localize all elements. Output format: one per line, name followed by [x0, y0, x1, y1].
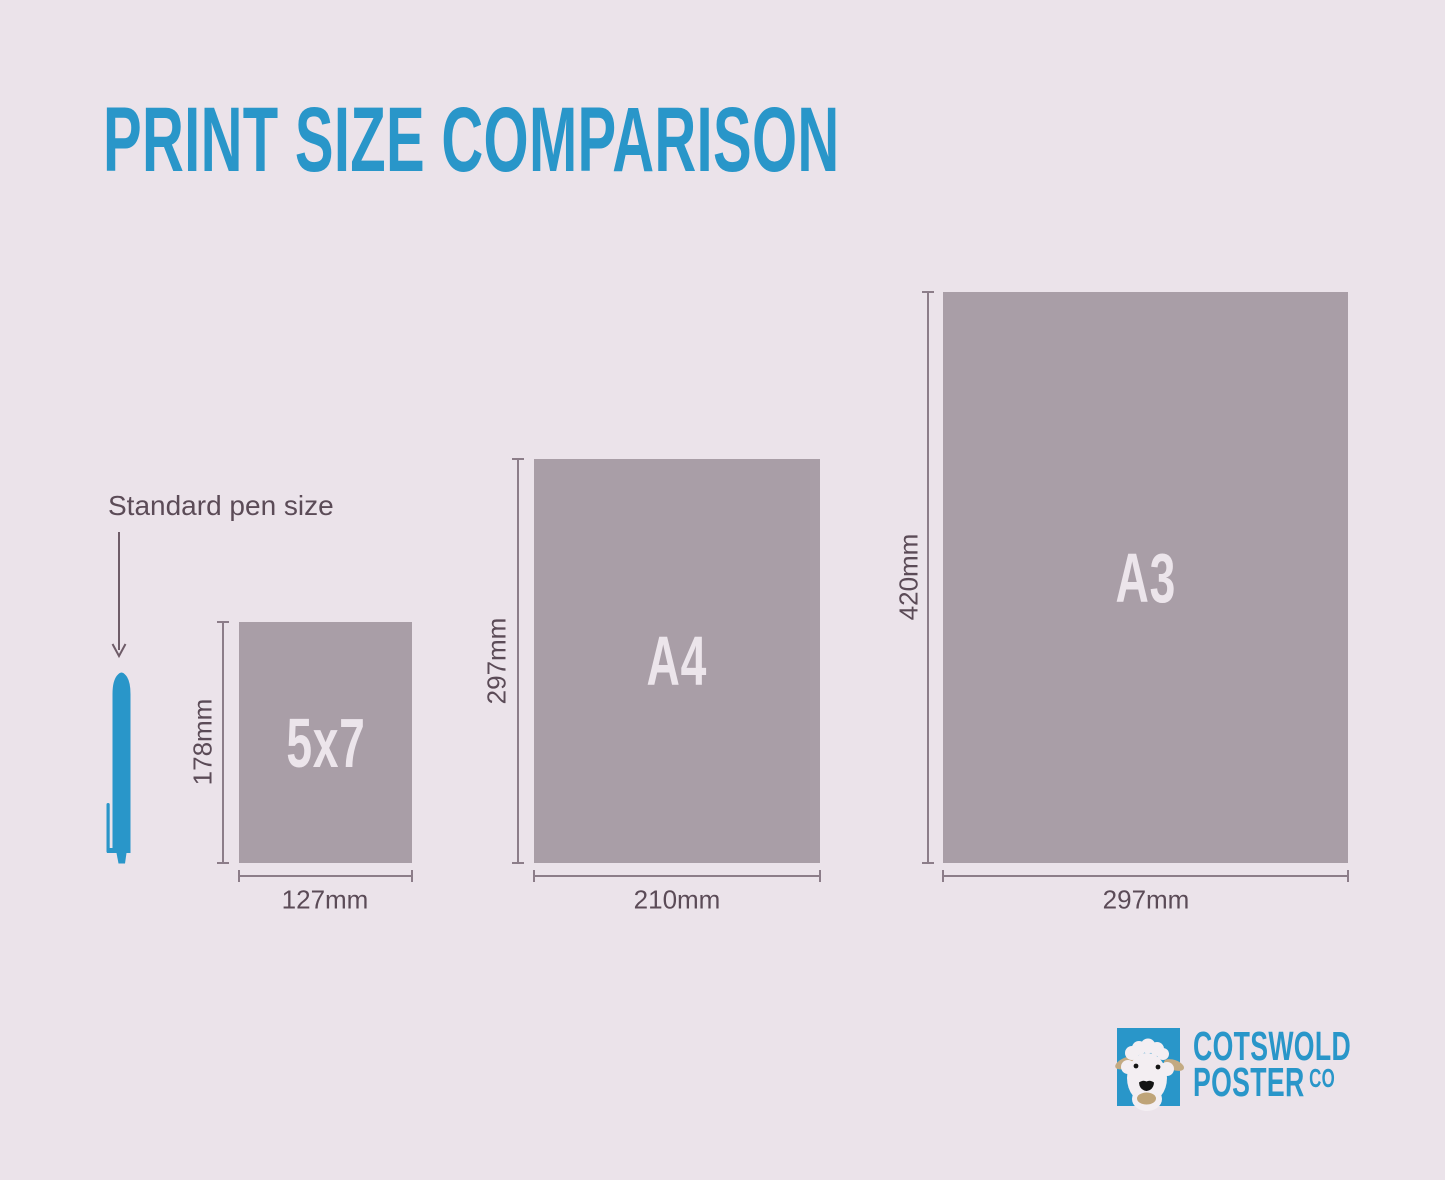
pen-pointer-arrow [111, 532, 127, 659]
dimension-lines [217, 291, 1349, 882]
paper-a3: A3 [943, 292, 1348, 863]
paper-a4: A4 [534, 459, 820, 863]
paper-5x7-label: 5x7 [285, 703, 366, 782]
width-label-a3: 297mm [1102, 884, 1190, 915]
pen-icon [106, 672, 131, 864]
height-label-a3: 420mm [893, 533, 924, 621]
width-label-a4: 210mm [633, 884, 721, 915]
logo-line-cotswold: COTSWOLD [1193, 1023, 1352, 1069]
paper-5x7: 5x7 [239, 622, 412, 863]
paper-a4-label: A4 [646, 622, 708, 700]
sheep-logo-icon [1115, 1028, 1185, 1111]
height-label-5x7: 178mm [187, 698, 218, 786]
width-label-5x7: 127mm [281, 884, 369, 915]
page-title: PRINT SIZE COMPARISON [103, 89, 840, 191]
logo-text: COTSWOLD POSTER CO [1193, 1023, 1436, 1105]
height-label-a4: 297mm [481, 617, 512, 705]
pen-size-label: Standard pen size [108, 490, 334, 521]
paper-a3-label: A3 [1115, 538, 1176, 617]
logo-line-poster: POSTER CO [1193, 1059, 1351, 1105]
logo-word-poster: POSTER [1193, 1059, 1305, 1105]
logo-word-co: CO [1309, 1063, 1336, 1093]
brand-logo: COTSWOLD POSTER CO [1114, 1020, 1364, 1120]
